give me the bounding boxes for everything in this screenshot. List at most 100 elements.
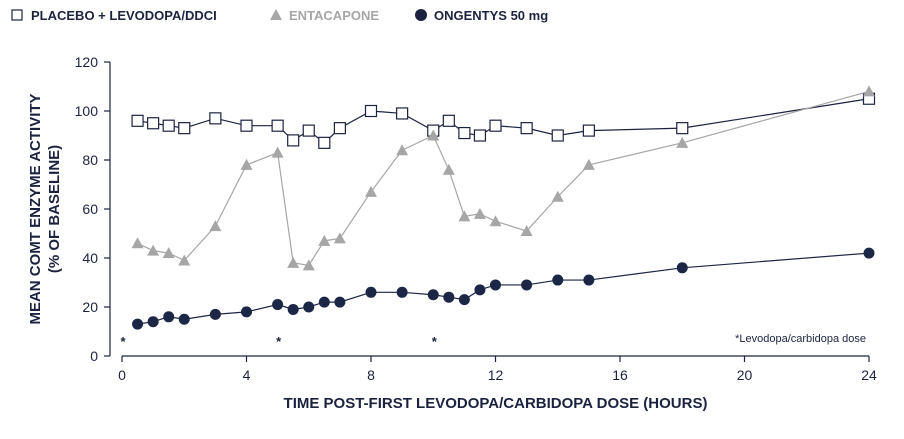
data-point [333,122,346,135]
data-point [287,303,299,315]
y-tick-label: 40 [82,250,98,266]
data-point [318,296,330,308]
data-point [676,262,688,274]
series-2 [132,247,875,330]
data-point [364,104,378,118]
data-point [240,119,253,132]
legend-swatch [415,9,427,21]
data-point [272,299,284,311]
data-point [287,256,300,268]
data-point [551,190,564,202]
data-point [676,122,689,135]
dose-marker: * [432,334,438,349]
series-layer [131,85,876,330]
y-tick-label: 80 [82,152,98,168]
data-point [147,244,160,256]
data-point [473,207,486,219]
series-0 [131,92,876,149]
x-tick-label: 24 [861,367,877,383]
legend-swatch [270,9,282,20]
data-point [131,114,144,127]
data-point [520,225,533,237]
data-point [583,274,595,286]
y-tick-label: 120 [75,54,99,70]
data-point [318,234,331,246]
data-point [209,308,221,320]
y-tick-label: 20 [82,299,98,315]
data-point [442,163,455,175]
data-point [396,107,409,120]
data-point [209,220,222,232]
data-point [333,232,346,244]
x-tick-label: 16 [612,367,628,383]
dose-marker: * [276,334,282,349]
data-point [163,311,175,323]
legend-swatch [11,9,23,21]
dose-markers: * * * [120,334,437,349]
legend-label: ONGENTYS 50 mg [434,8,548,23]
data-point [551,129,564,142]
dose-marker: * [120,334,126,349]
data-point [162,119,175,132]
data-point [303,301,315,313]
data-point [863,247,875,259]
data-point [490,279,501,291]
data-point [473,129,487,142]
data-point [489,119,502,132]
data-point [147,117,160,130]
data-point [178,254,191,266]
legend-item-1: ENTACAPONE [270,8,379,23]
data-point [178,122,191,135]
data-point [552,274,564,286]
data-point [334,296,346,308]
x-tick-label: 8 [367,367,375,383]
data-point [178,313,190,325]
data-point [582,124,595,137]
data-point [131,237,144,249]
data-point [396,144,409,156]
data-point [443,291,455,303]
series-1 [131,85,875,271]
y-tick-label: 100 [75,103,99,119]
data-point [162,247,175,259]
data-point [147,316,159,328]
y-axis-title: MEAN COMT ENZYME ACTIVITY (% OF BASELINE) [27,93,63,324]
data-point [458,126,471,140]
data-point [271,146,284,158]
data-point [302,124,315,137]
legend-item-0: PLACEBO + LEVODOPA/DDCI [11,8,217,23]
legend-item-2: ONGENTYS 50 mg [415,8,548,23]
data-point [676,136,689,148]
x-tick-label: 4 [243,367,251,383]
y-ticks: 0 20 40 60 80 100 120 [75,54,110,364]
data-point [521,279,533,291]
dose-note: *Levodopa/carbidopa dose [735,333,866,345]
data-point [427,129,440,141]
x-ticks: 0 4 8 12 16 20 24 [118,356,877,383]
data-point [209,112,222,125]
data-point [863,85,875,97]
y-tick-label: 60 [82,201,98,217]
x-tick-label: 0 [118,367,126,383]
data-point [520,122,533,135]
data-point [442,114,455,127]
data-point [489,215,502,227]
data-point [474,284,486,296]
data-point [302,259,315,271]
y-axis-title-line1: MEAN COMT ENZYME ACTIVITY [27,93,44,324]
data-point [287,134,300,147]
x-tick-label: 12 [488,367,504,383]
legend: PLACEBO + LEVODOPA/DDCI ENTACAPONE ONGENTY… [11,8,548,23]
data-point [365,185,377,197]
data-point [582,158,595,170]
y-axis-title-line2: (% OF BASELINE) [46,145,63,273]
y-tick-label: 0 [90,348,98,364]
data-point [458,210,471,222]
data-point [396,286,408,298]
data-point [427,289,439,301]
data-point [365,286,377,298]
data-point [240,158,253,170]
data-point [132,318,144,330]
data-point [458,294,470,306]
